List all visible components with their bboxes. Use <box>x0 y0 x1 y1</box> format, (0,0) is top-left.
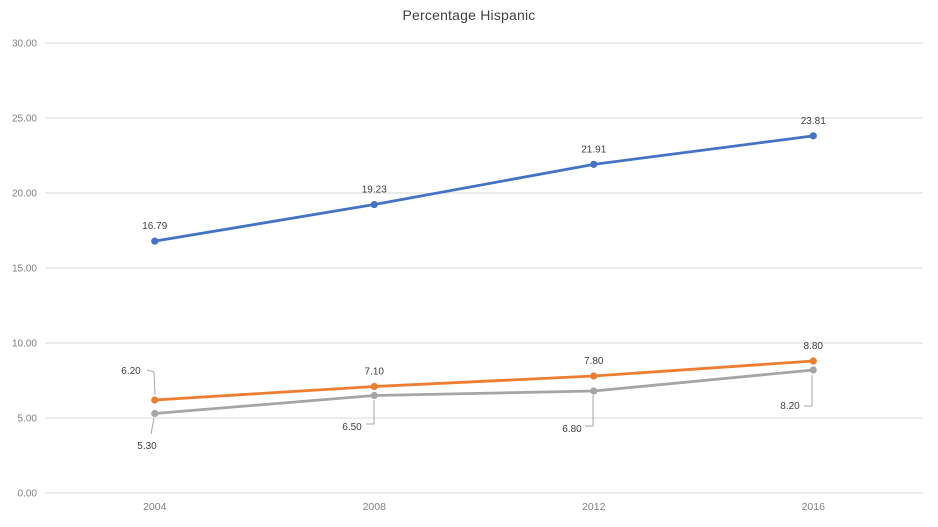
x-axis-category-label: 2016 <box>802 501 826 513</box>
data-label-leader-line <box>804 375 813 407</box>
x-axis-category-label: 2012 <box>582 501 606 513</box>
data-label: 16.79 <box>142 221 167 232</box>
data-label-leader-line <box>585 395 594 427</box>
series-line-series-3-gray <box>153 368 815 415</box>
y-axis-tick-label: 10.00 <box>12 339 37 350</box>
data-point-marker-series-1-blue <box>151 237 159 245</box>
data-label: 8.80 <box>804 341 824 352</box>
data-label: 6.50 <box>342 422 362 433</box>
data-label: 23.81 <box>801 116 826 127</box>
data-label: 7.80 <box>584 356 604 367</box>
data-point-marker-series-3-gray <box>809 366 817 374</box>
data-label: 7.10 <box>365 367 385 378</box>
data-label: 6.80 <box>562 424 582 435</box>
y-axis-tick-label: 5.00 <box>18 414 38 425</box>
data-label-leader-line <box>366 400 375 425</box>
y-axis-tick-label: 20.00 <box>12 189 37 200</box>
y-axis-tick-label: 25.00 <box>12 114 37 125</box>
data-label: 8.20 <box>780 401 800 412</box>
data-label-leader-line <box>146 369 156 396</box>
data-point-marker-series-3-gray <box>151 409 159 418</box>
data-point-marker-series-1-blue <box>370 200 378 209</box>
series-line-series-1-blue <box>153 134 815 243</box>
data-label: 19.23 <box>362 185 387 196</box>
data-point-marker-series-2-orange <box>151 396 159 404</box>
data-point-marker-series-1-blue <box>809 132 817 140</box>
y-axis-tick-label: 0.00 <box>18 489 38 500</box>
chart-title: Percentage Hispanic <box>402 7 536 23</box>
data-label: 6.20 <box>121 366 141 377</box>
data-label: 21.91 <box>581 144 606 155</box>
data-point-marker-series-2-orange <box>590 372 598 380</box>
data-label: 5.30 <box>137 441 157 452</box>
data-label-leader-line <box>150 417 155 435</box>
data-point-marker-series-3-gray <box>590 387 598 395</box>
x-axis-category-label: 2008 <box>363 501 387 513</box>
data-point-marker-series-3-gray <box>370 391 378 400</box>
data-point-marker-series-2-orange <box>809 357 817 365</box>
y-axis-tick-label: 30.00 <box>12 39 37 50</box>
series-line-series-2-orange <box>153 359 815 402</box>
data-point-marker-series-2-orange <box>370 382 378 391</box>
y-axis-tick-label: 15.00 <box>12 264 37 275</box>
x-axis-category-label: 2004 <box>143 501 167 513</box>
data-point-marker-series-1-blue <box>590 160 598 168</box>
